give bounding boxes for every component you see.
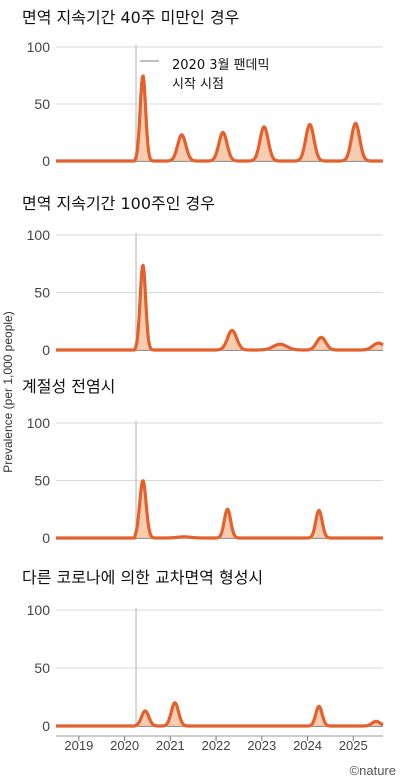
- x-tick-label: 2024: [293, 738, 322, 753]
- pandemic-annotation-line-2: 시작 시점: [172, 77, 224, 92]
- x-tick-label: 2023: [247, 738, 276, 753]
- prevalence-line: [55, 701, 384, 728]
- x-tick-label: 2020: [110, 738, 139, 753]
- panel-title: 면역 지속기간 40주 미만인 경우: [22, 8, 239, 27]
- panel-title: 면역 지속기간 100주인 경우: [22, 194, 215, 213]
- panel-title: 계절성 전염시: [22, 377, 115, 396]
- nature-credit: ©nature: [350, 763, 396, 778]
- prevalence-line: [55, 74, 384, 163]
- panel-2: 면역 지속기간 100주인 경우 0 50 100: [22, 194, 384, 358]
- y-tick-label: 100: [27, 227, 51, 243]
- prevalence-area: [56, 480, 383, 538]
- panel-3: 계절성 전염시 0 50 100: [22, 377, 384, 546]
- panel-4: 다른 코로나에 의한 교차면역 형성시 0 50 100: [22, 568, 384, 734]
- x-tick-label: 2021: [156, 738, 185, 753]
- prevalence-line: [55, 479, 384, 540]
- x-tick-label: 2019: [64, 738, 93, 753]
- y-tick-label: 100: [27, 39, 51, 55]
- prevalence-line: [55, 263, 384, 352]
- y-axis-label: Prevalence (per 1,000 people): [1, 311, 15, 472]
- y-tick-label: 50: [34, 285, 50, 301]
- panel-title: 다른 코로나에 의한 교차면역 형성시: [22, 568, 263, 587]
- prevalence-area: [56, 702, 383, 726]
- y-tick-label: 50: [34, 660, 50, 676]
- y-tick-label: 0: [42, 530, 50, 546]
- pandemic-annotation-line-1: 2020 3월 팬데믹: [172, 58, 269, 73]
- y-tick-label: 100: [27, 602, 51, 618]
- panel-1: 면역 지속기간 40주 미만인 경우 0 50 100: [22, 8, 384, 169]
- pandemic-annotation: 2020 3월 팬데믹 시작 시점: [172, 58, 274, 92]
- x-tick-label: 2025: [339, 738, 368, 753]
- prevalence-area: [56, 265, 383, 350]
- y-tick-label: 0: [42, 718, 50, 734]
- y-tick-label: 0: [42, 342, 50, 358]
- x-axis: 2019 2020 2021 2022 2023 2024 2025: [56, 735, 383, 753]
- y-tick-label: 100: [27, 415, 51, 431]
- x-tick-label: 2022: [202, 738, 231, 753]
- y-tick-label: 0: [42, 153, 50, 169]
- y-tick-label: 50: [34, 96, 50, 112]
- y-tick-label: 50: [34, 473, 50, 489]
